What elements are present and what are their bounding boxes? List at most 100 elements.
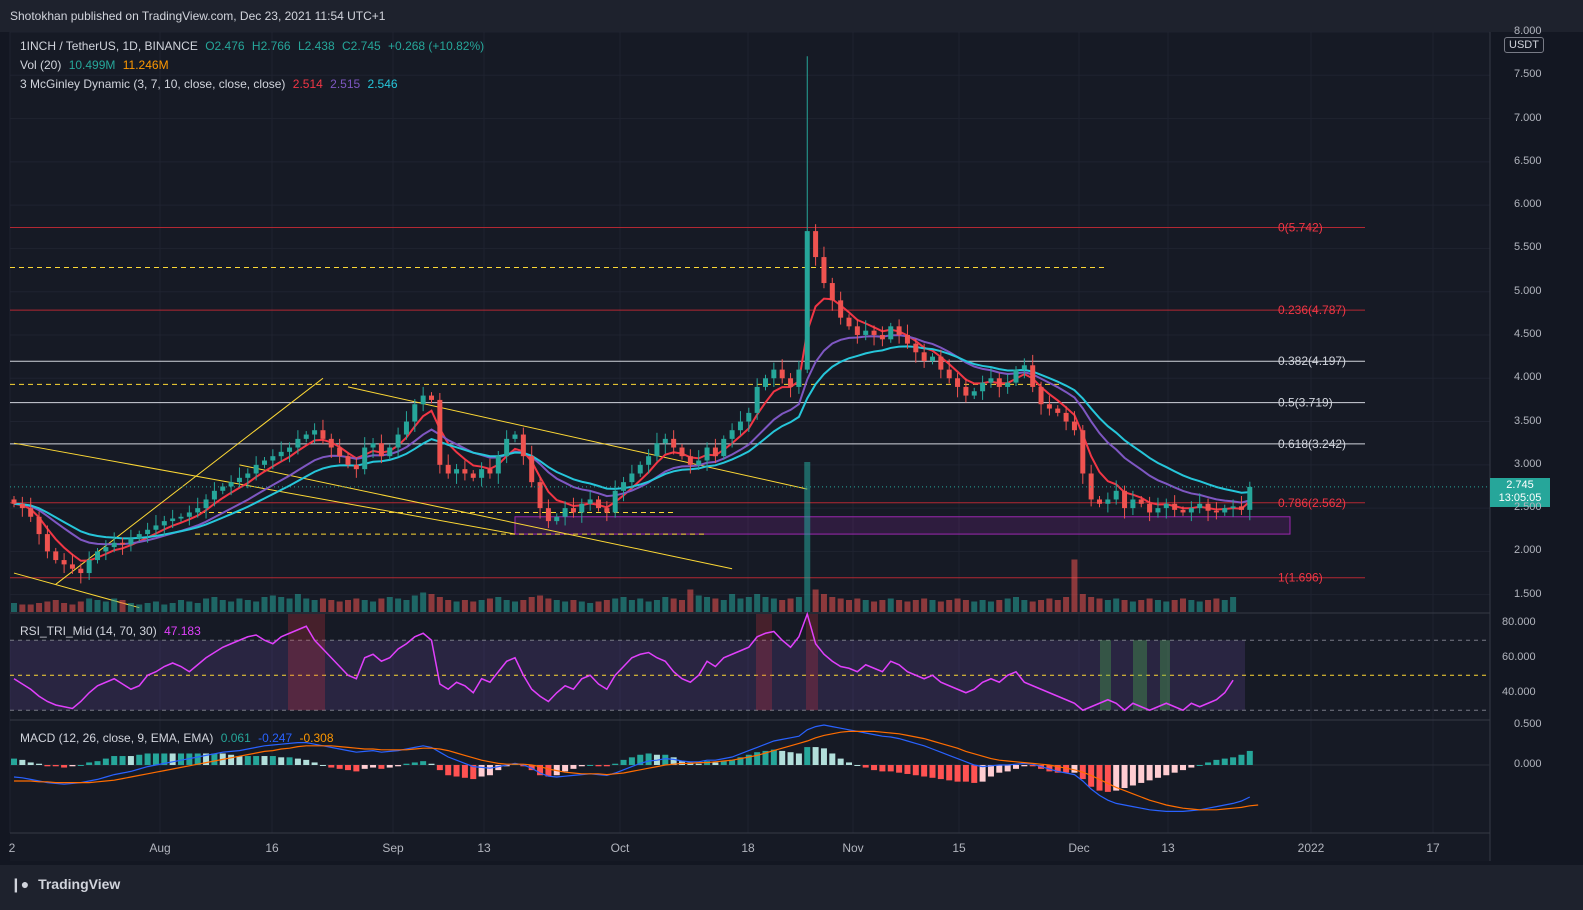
- macd-histogram-bar: [395, 765, 402, 767]
- price-tick-label: 5.000: [1514, 284, 1542, 297]
- candle-body: [186, 512, 192, 517]
- volume-bar: [228, 601, 235, 612]
- volume-bar: [336, 601, 343, 612]
- rsi-label[interactable]: RSI_TRI_Mid (14, 70, 30): [20, 624, 157, 638]
- macd-histogram-bar: [319, 765, 326, 766]
- macd-histogram-bar: [27, 762, 34, 765]
- macd-histogram-bar: [1213, 759, 1220, 765]
- macd-histogram-bar: [795, 753, 802, 765]
- volume-bar: [520, 600, 527, 612]
- candle-body: [1222, 508, 1228, 513]
- macd-histogram-bar: [854, 765, 861, 766]
- volume-bar: [595, 601, 602, 612]
- fib-level-label: 0.786(2.562): [1278, 496, 1346, 510]
- macd-histogram-bar: [1238, 754, 1245, 765]
- volume-bar: [987, 601, 994, 612]
- candle-body: [111, 542, 117, 548]
- volume-bar: [411, 595, 418, 612]
- macd-histogram-bar: [1004, 765, 1011, 772]
- macd-label[interactable]: MACD (12, 26, close, 9, EMA, EMA): [20, 731, 214, 745]
- candle-body: [679, 447, 685, 457]
- candle-body: [729, 430, 735, 439]
- volume-bar: [52, 600, 59, 612]
- volume-bar: [1013, 597, 1019, 612]
- candle-body: [153, 525, 159, 530]
- candle-body: [721, 438, 727, 457]
- volume-bar: [962, 600, 969, 612]
- macd-histogram-bar: [1063, 765, 1070, 773]
- candle-body: [646, 456, 652, 465]
- volume-label[interactable]: Vol (20): [20, 58, 62, 72]
- macd-histogram-bar: [253, 756, 260, 765]
- volume-bar: [370, 601, 377, 612]
- candle-body: [95, 551, 100, 561]
- volume-bar: [303, 598, 310, 612]
- trendline: [13, 572, 140, 609]
- volume-bar: [946, 600, 953, 612]
- price-tick-label: 1.500: [1514, 587, 1542, 600]
- volume-bar: [261, 597, 268, 612]
- volume-bar: [428, 594, 435, 612]
- currency-badge[interactable]: USDT: [1504, 37, 1544, 53]
- date-tick-label: Sep: [382, 841, 404, 855]
- macd-histogram-bar: [1129, 765, 1136, 786]
- candle-body: [637, 464, 643, 474]
- volume-bar: [328, 600, 335, 612]
- chart-panel[interactable]: [10, 32, 1490, 861]
- macd-histogram-bar: [745, 754, 752, 765]
- symbol-label[interactable]: 1INCH / TetherUS, 1D, BINANCE: [20, 39, 198, 53]
- macd-histogram-bar: [353, 765, 360, 772]
- price-tick-label: 8.000: [1514, 25, 1542, 37]
- macd-histogram-bar: [311, 762, 318, 765]
- volume-bar: [787, 598, 794, 612]
- volume-bar: [36, 603, 43, 612]
- volume-bar: [662, 597, 669, 612]
- macd-histogram-bar: [102, 758, 109, 765]
- macd-histogram-bar: [336, 765, 343, 769]
- macd-histogram-bar: [178, 753, 184, 765]
- candle-body: [345, 456, 351, 465]
- candle-body: [403, 421, 409, 435]
- candle-body: [888, 326, 894, 340]
- macd-histogram-bar: [453, 765, 460, 777]
- candle-body: [479, 469, 485, 478]
- volume-bar: [144, 603, 151, 612]
- volume-bar: [152, 601, 159, 612]
- tradingview-brand[interactable]: ❙● TradingView: [10, 876, 120, 893]
- volume-bar: [1029, 601, 1036, 612]
- macd-histogram-bar: [286, 757, 293, 765]
- volume-bar: [612, 598, 619, 612]
- candle-body: [495, 456, 501, 474]
- macd-histogram-bar: [637, 754, 644, 765]
- volume-bar: [186, 601, 193, 612]
- macd-histogram-bar: [971, 765, 978, 783]
- macd-histogram-bar: [19, 759, 26, 765]
- candle-body: [921, 352, 927, 361]
- volume-bar: [737, 598, 744, 612]
- volume-bar: [127, 603, 134, 612]
- mcginley-label[interactable]: 3 McGinley Dynamic (3, 7, 10, close, clo…: [20, 77, 286, 91]
- macd-histogram-bar: [1071, 765, 1078, 773]
- volume-bar: [1163, 601, 1170, 612]
- volume-bar: [912, 600, 919, 612]
- volume-bar: [704, 597, 711, 612]
- volume-bar: [1054, 600, 1061, 612]
- macd-histogram-bar: [871, 765, 878, 771]
- macd-histogram-bar: [228, 754, 235, 765]
- candle-body: [696, 460, 702, 465]
- macd-histogram-bar: [578, 765, 585, 767]
- macd-histogram-bar: [829, 753, 836, 765]
- candle-body: [1013, 369, 1019, 383]
- volume-bar: [620, 597, 627, 612]
- volume-bar: [253, 601, 260, 612]
- candle-body: [512, 434, 518, 439]
- volume-bar: [136, 604, 143, 612]
- macd-line: [13, 724, 1251, 813]
- volume-value: 10.499M: [68, 58, 116, 72]
- candle-body: [988, 378, 994, 383]
- volume-bar: [461, 600, 468, 612]
- volume-bar: [178, 600, 184, 612]
- volume-bar: [720, 600, 727, 612]
- candle-body: [829, 283, 835, 301]
